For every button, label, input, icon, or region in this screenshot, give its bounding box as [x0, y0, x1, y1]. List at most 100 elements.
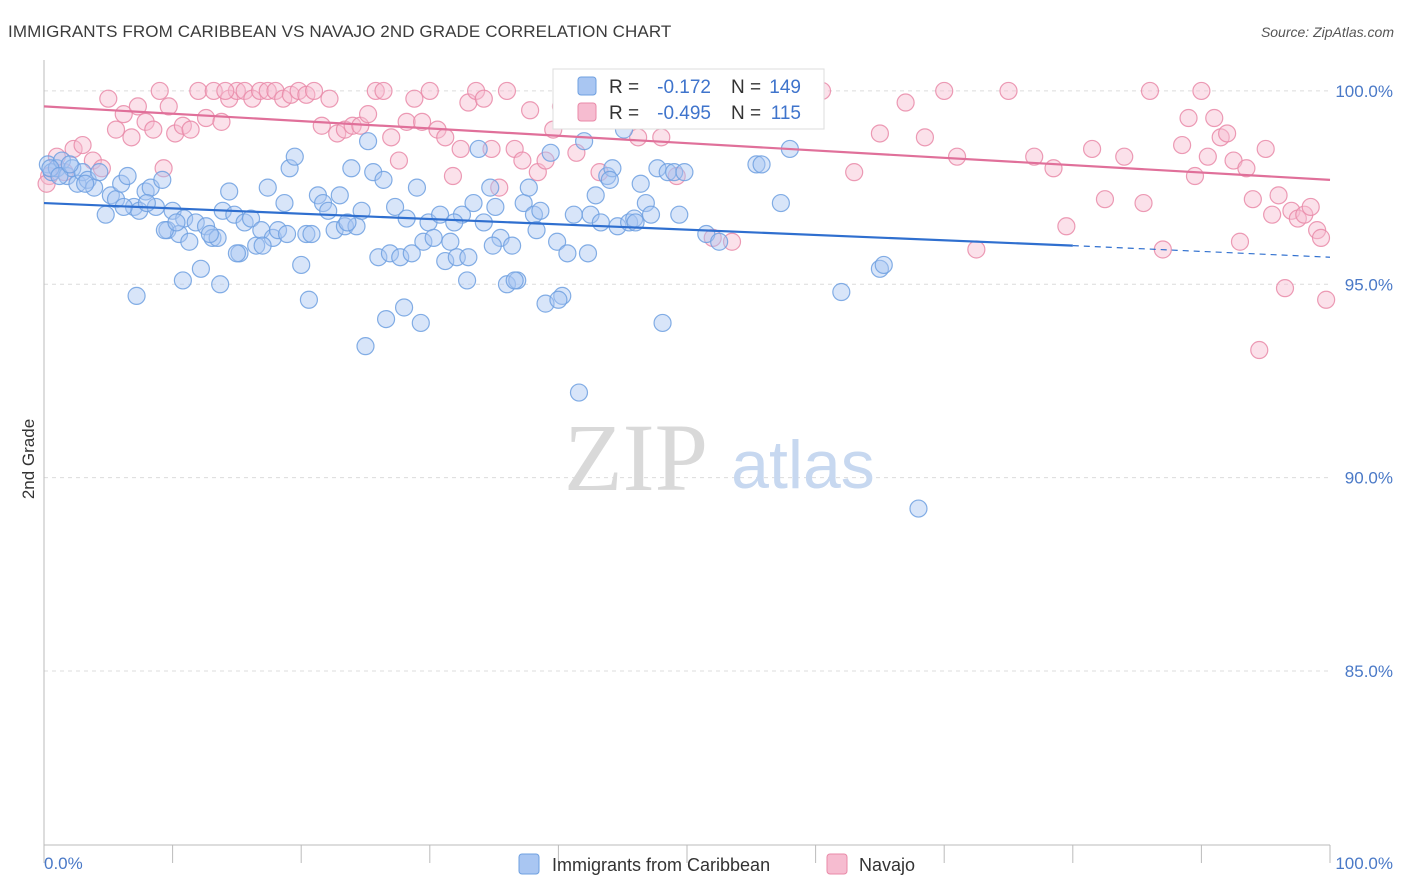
point-caribbean	[374, 170, 393, 189]
point-caribbean	[558, 244, 577, 263]
stats-swatch-blue	[577, 76, 597, 96]
point-caribbean	[275, 193, 294, 213]
point-caribbean	[258, 178, 277, 197]
point-caribbean	[832, 282, 851, 302]
point-navajo	[1179, 108, 1198, 128]
trend-line-navajo	[43, 105, 1331, 181]
point-navajo	[1140, 81, 1160, 101]
chart-title: IMMIGRANTS FROM CARIBBEAN VS NAVAJO 2ND …	[8, 22, 672, 41]
point-caribbean	[603, 159, 622, 178]
legend-label-navajo: Navajo	[859, 855, 915, 875]
point-caribbean	[380, 244, 400, 263]
point-navajo	[1263, 205, 1282, 224]
point-navajo	[99, 89, 118, 108]
point-caribbean	[631, 174, 650, 193]
point-navajo	[1025, 147, 1044, 166]
point-navajo	[312, 116, 331, 135]
y-tick-label: 100.0%	[1335, 82, 1393, 101]
stats-r-value: -0.172	[657, 77, 711, 98]
trend-lines	[43, 105, 1331, 258]
stats-n-value: 149	[769, 77, 801, 98]
point-caribbean	[564, 205, 583, 224]
stats-swatch-pink	[577, 102, 597, 122]
point-navajo	[389, 151, 409, 170]
point-caribbean	[50, 166, 69, 186]
point-caribbean	[591, 213, 610, 232]
point-caribbean	[771, 193, 790, 213]
point-navajo	[443, 166, 463, 186]
point-navajo	[159, 97, 178, 116]
legend-label-caribbean: Immigrants from Caribbean	[552, 855, 770, 875]
point-caribbean	[710, 232, 729, 251]
point-caribbean	[436, 251, 455, 271]
point-caribbean	[445, 213, 464, 232]
point-navajo	[451, 139, 470, 159]
point-navajo	[947, 147, 967, 166]
point-navajo	[1218, 124, 1237, 143]
point-caribbean	[752, 155, 771, 174]
point-caribbean	[874, 255, 893, 275]
point-navajo	[845, 163, 864, 182]
point-navajo	[1301, 197, 1320, 217]
point-caribbean	[548, 232, 567, 251]
point-caribbean	[505, 271, 524, 290]
point-caribbean	[118, 166, 137, 186]
point-caribbean	[342, 159, 361, 178]
point-navajo	[935, 81, 954, 101]
point-caribbean	[665, 163, 684, 182]
point-caribbean	[167, 213, 186, 232]
point-caribbean	[227, 244, 246, 263]
point-navajo	[235, 81, 254, 101]
point-navajo	[250, 81, 270, 101]
point-caribbean	[280, 159, 299, 178]
point-navajo	[1256, 139, 1275, 159]
point-navajo	[1311, 228, 1331, 247]
point-navajo	[1192, 81, 1211, 101]
watermark-zip: ZIP	[564, 404, 708, 511]
point-caribbean	[464, 193, 483, 213]
point-navajo	[1250, 340, 1269, 360]
point-navajo	[1243, 190, 1262, 209]
y-tick-label: 90.0%	[1345, 469, 1393, 488]
point-navajo	[420, 81, 439, 101]
x-tick-label-min: 0.0%	[44, 854, 83, 873]
point-caribbean	[200, 224, 219, 244]
point-caribbean	[747, 155, 766, 174]
trend-line-caribbean-extension	[1072, 245, 1331, 258]
point-navajo	[1115, 147, 1134, 166]
point-caribbean	[241, 209, 261, 228]
point-navajo	[243, 89, 262, 108]
point-caribbean	[414, 232, 433, 251]
point-navajo	[652, 128, 671, 147]
point-navajo	[405, 89, 424, 108]
point-caribbean	[531, 201, 550, 220]
stats-box: R = -0.172 N = 149 R = -0.495 N = 115	[552, 68, 825, 130]
point-caribbean	[575, 132, 594, 151]
point-caribbean	[173, 271, 192, 290]
axes	[43, 60, 1331, 863]
point-caribbean	[180, 232, 199, 251]
point-caribbean	[394, 298, 414, 317]
point-navajo	[412, 112, 432, 131]
legend: Immigrants from Caribbean Navajo	[518, 853, 915, 875]
point-navajo	[150, 81, 169, 101]
point-navajo	[136, 112, 155, 131]
point-caribbean	[96, 205, 115, 224]
point-caribbean	[402, 244, 421, 263]
point-caribbean	[481, 178, 500, 197]
point-caribbean	[299, 290, 319, 309]
point-caribbean	[527, 221, 546, 240]
legend-swatch-pink	[826, 853, 848, 875]
point-navajo	[1237, 159, 1256, 178]
point-caribbean	[319, 201, 338, 220]
point-navajo	[181, 120, 200, 139]
y-tick-label: 95.0%	[1345, 275, 1393, 294]
point-caribbean	[424, 228, 443, 247]
point-navajo	[1082, 139, 1102, 159]
point-navajo	[999, 81, 1018, 101]
legend-swatch-blue	[518, 853, 540, 875]
point-navajo	[358, 105, 378, 124]
point-navajo	[1173, 135, 1192, 155]
point-caribbean	[338, 213, 357, 232]
